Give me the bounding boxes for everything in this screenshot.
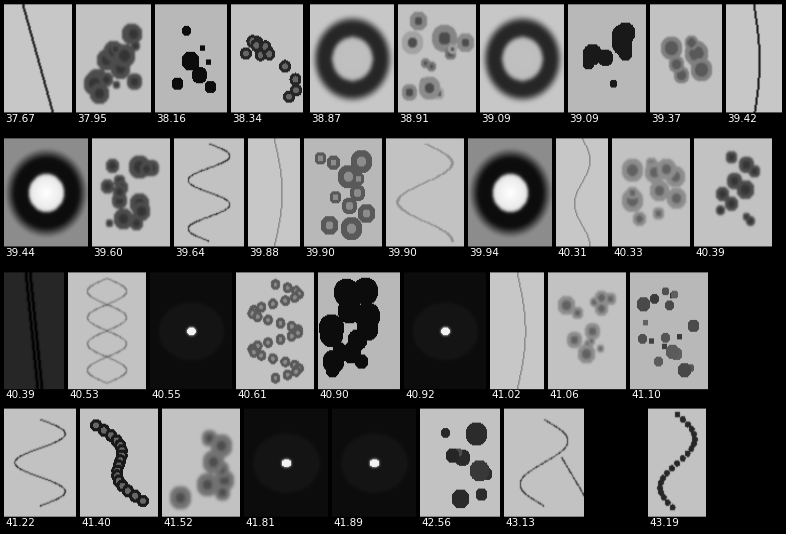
Text: 39.42: 39.42 — [727, 114, 757, 123]
Text: 39.90: 39.90 — [305, 248, 335, 257]
Text: 39.09: 39.09 — [569, 114, 599, 123]
Text: 40.33: 40.33 — [613, 248, 643, 257]
Text: 39.44: 39.44 — [5, 248, 35, 257]
Text: 39.64: 39.64 — [175, 248, 205, 257]
Text: 39.37: 39.37 — [651, 114, 681, 123]
Text: 41.02: 41.02 — [491, 390, 521, 400]
Text: 41.06: 41.06 — [549, 390, 578, 400]
Text: 38.91: 38.91 — [399, 114, 429, 123]
Text: 41.10: 41.10 — [631, 390, 661, 400]
Text: 40.90: 40.90 — [319, 390, 349, 400]
Text: 40.61: 40.61 — [237, 390, 266, 400]
Text: 40.31: 40.31 — [557, 248, 587, 257]
Text: 40.39: 40.39 — [5, 390, 35, 400]
Text: 41.52: 41.52 — [163, 518, 193, 528]
Text: 39.94: 39.94 — [469, 248, 499, 257]
Text: 41.22: 41.22 — [5, 518, 35, 528]
Text: 39.09: 39.09 — [481, 114, 511, 123]
Text: 38.34: 38.34 — [232, 114, 262, 123]
Text: 43.13: 43.13 — [505, 518, 535, 528]
Text: 40.92: 40.92 — [405, 390, 435, 400]
Text: 43.19: 43.19 — [649, 518, 679, 528]
Text: 42.56: 42.56 — [421, 518, 451, 528]
Text: 38.16: 38.16 — [156, 114, 185, 123]
Text: 41.89: 41.89 — [333, 518, 363, 528]
Text: 39.90: 39.90 — [387, 248, 417, 257]
Text: 37.67: 37.67 — [5, 114, 35, 123]
Text: 40.55: 40.55 — [151, 390, 181, 400]
Text: 37.95: 37.95 — [77, 114, 107, 123]
Text: 38.87: 38.87 — [311, 114, 341, 123]
Text: 40.39: 40.39 — [695, 248, 725, 257]
Text: 41.81: 41.81 — [245, 518, 275, 528]
Text: 39.88: 39.88 — [249, 248, 279, 257]
Text: 39.60: 39.60 — [93, 248, 123, 257]
Text: 40.53: 40.53 — [69, 390, 99, 400]
Text: 41.40: 41.40 — [81, 518, 111, 528]
